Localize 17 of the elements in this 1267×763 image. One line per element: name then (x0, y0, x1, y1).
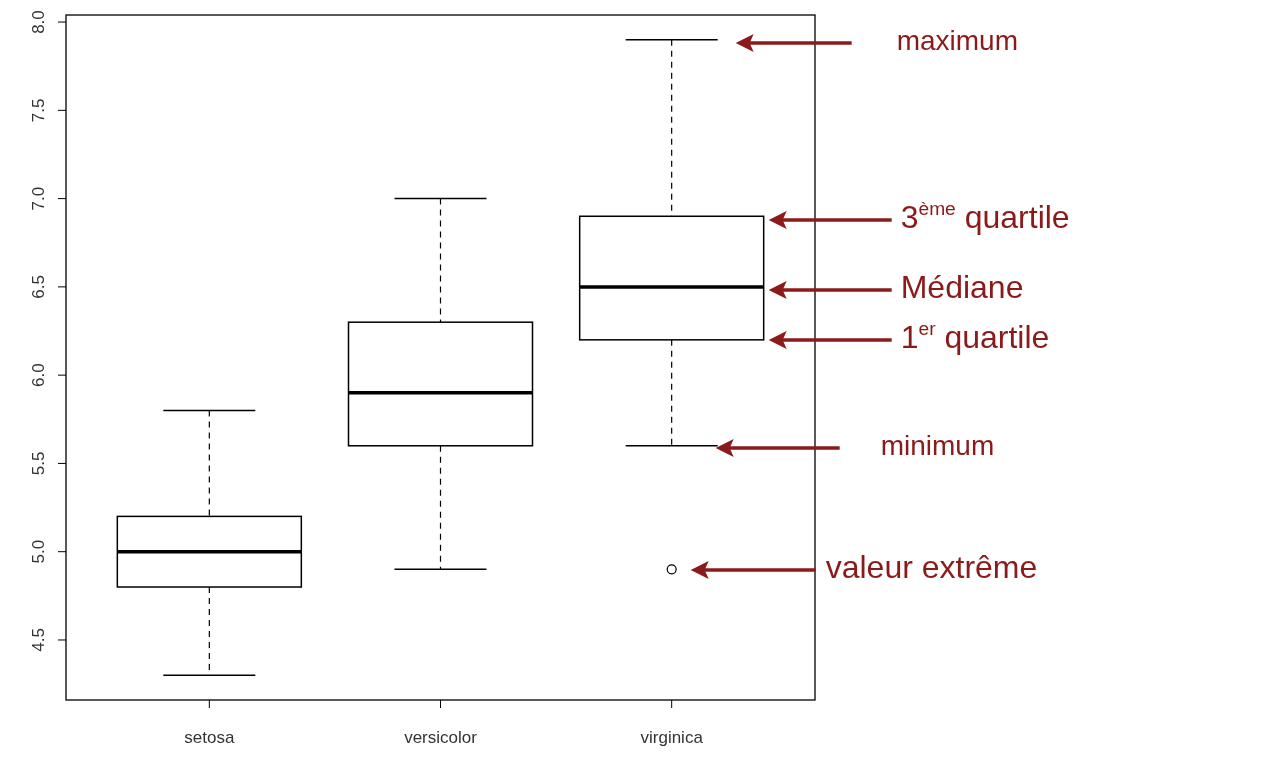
y-tick-label: 7.0 (29, 186, 49, 211)
y-tick-label: 5.0 (29, 539, 49, 564)
text: 1$^{er}$ quartile (900, 317, 1050, 356)
text: 3$^{ème}$ quartile (900, 197, 1070, 236)
y-tick-label: 6.5 (29, 275, 49, 299)
y-tick-label: 5.5 (29, 451, 49, 476)
y-tick-label: 4.5 (29, 628, 49, 652)
x-tick-label: setosa (184, 728, 235, 747)
text: Médiane (900, 269, 1024, 306)
y-tick-label: 6.0 (29, 363, 49, 387)
y-tick-label: 7.5 (29, 98, 49, 123)
text: maximum (896, 25, 1019, 57)
y-tick-label: 8.0 (29, 10, 49, 34)
x-tick-label: virginica (640, 728, 704, 747)
x-tick-label: versicolor (404, 728, 478, 747)
text: valeur extrême (825, 549, 1038, 586)
text: minimum (880, 430, 995, 462)
